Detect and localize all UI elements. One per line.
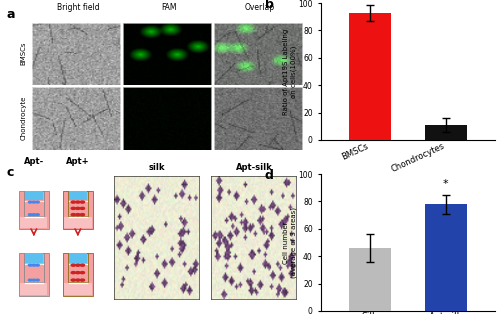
Circle shape: [36, 264, 40, 266]
FancyBboxPatch shape: [25, 191, 43, 200]
Circle shape: [28, 264, 32, 266]
Text: b: b: [264, 0, 274, 11]
Bar: [425, 125, 467, 140]
FancyBboxPatch shape: [69, 191, 87, 200]
Circle shape: [36, 279, 40, 281]
Text: Bright field: Bright field: [56, 3, 99, 12]
Text: c: c: [6, 166, 14, 179]
Circle shape: [32, 264, 35, 266]
Text: 10 μm: 10 μm: [278, 137, 296, 142]
Circle shape: [76, 207, 80, 209]
FancyBboxPatch shape: [24, 253, 44, 282]
Circle shape: [32, 201, 35, 203]
Circle shape: [80, 207, 84, 209]
Circle shape: [71, 264, 76, 266]
FancyBboxPatch shape: [24, 191, 44, 216]
Circle shape: [76, 201, 80, 203]
Text: d: d: [264, 169, 274, 181]
Circle shape: [71, 207, 76, 209]
FancyBboxPatch shape: [64, 283, 92, 295]
Text: Overlap: Overlap: [245, 3, 275, 12]
FancyBboxPatch shape: [62, 253, 93, 296]
Bar: [349, 248, 391, 311]
Circle shape: [28, 201, 32, 203]
Circle shape: [76, 264, 80, 266]
FancyBboxPatch shape: [18, 191, 49, 229]
FancyBboxPatch shape: [62, 191, 93, 229]
Text: *: *: [367, 0, 372, 2]
Bar: [349, 13, 391, 140]
FancyBboxPatch shape: [68, 191, 87, 216]
FancyBboxPatch shape: [69, 253, 87, 263]
Text: Chondrocyte: Chondrocyte: [20, 95, 26, 140]
Circle shape: [71, 214, 76, 216]
Circle shape: [80, 264, 84, 266]
Circle shape: [32, 214, 35, 215]
Circle shape: [76, 272, 80, 274]
Circle shape: [36, 201, 40, 203]
Text: silk: silk: [148, 163, 165, 172]
Y-axis label: Ratio of Apt19S Labeling
on cells(100%): Ratio of Apt19S Labeling on cells(100%): [284, 28, 297, 115]
Text: *: *: [443, 179, 448, 189]
Circle shape: [80, 272, 84, 274]
FancyBboxPatch shape: [20, 283, 48, 295]
FancyBboxPatch shape: [20, 218, 48, 228]
Circle shape: [76, 214, 80, 216]
Circle shape: [28, 214, 32, 215]
Circle shape: [76, 279, 80, 281]
Bar: [425, 204, 467, 311]
Circle shape: [71, 201, 76, 203]
Circle shape: [71, 272, 76, 274]
Circle shape: [32, 279, 35, 281]
Circle shape: [80, 214, 84, 216]
Circle shape: [28, 279, 32, 281]
FancyBboxPatch shape: [68, 253, 87, 282]
Text: a: a: [6, 8, 15, 21]
Circle shape: [80, 279, 84, 281]
Circle shape: [71, 279, 76, 281]
Text: BMSCs: BMSCs: [20, 41, 26, 65]
Text: Apt+: Apt+: [66, 157, 90, 166]
Text: Apt-silk: Apt-silk: [236, 163, 273, 172]
Y-axis label: Cell number
(average of 3 areas): Cell number (average of 3 areas): [284, 207, 297, 278]
Text: FAM: FAM: [161, 3, 176, 12]
Circle shape: [80, 201, 84, 203]
FancyBboxPatch shape: [18, 253, 49, 296]
Circle shape: [36, 214, 40, 215]
FancyBboxPatch shape: [25, 253, 43, 263]
Text: Apt-: Apt-: [24, 157, 44, 166]
FancyBboxPatch shape: [64, 218, 92, 228]
